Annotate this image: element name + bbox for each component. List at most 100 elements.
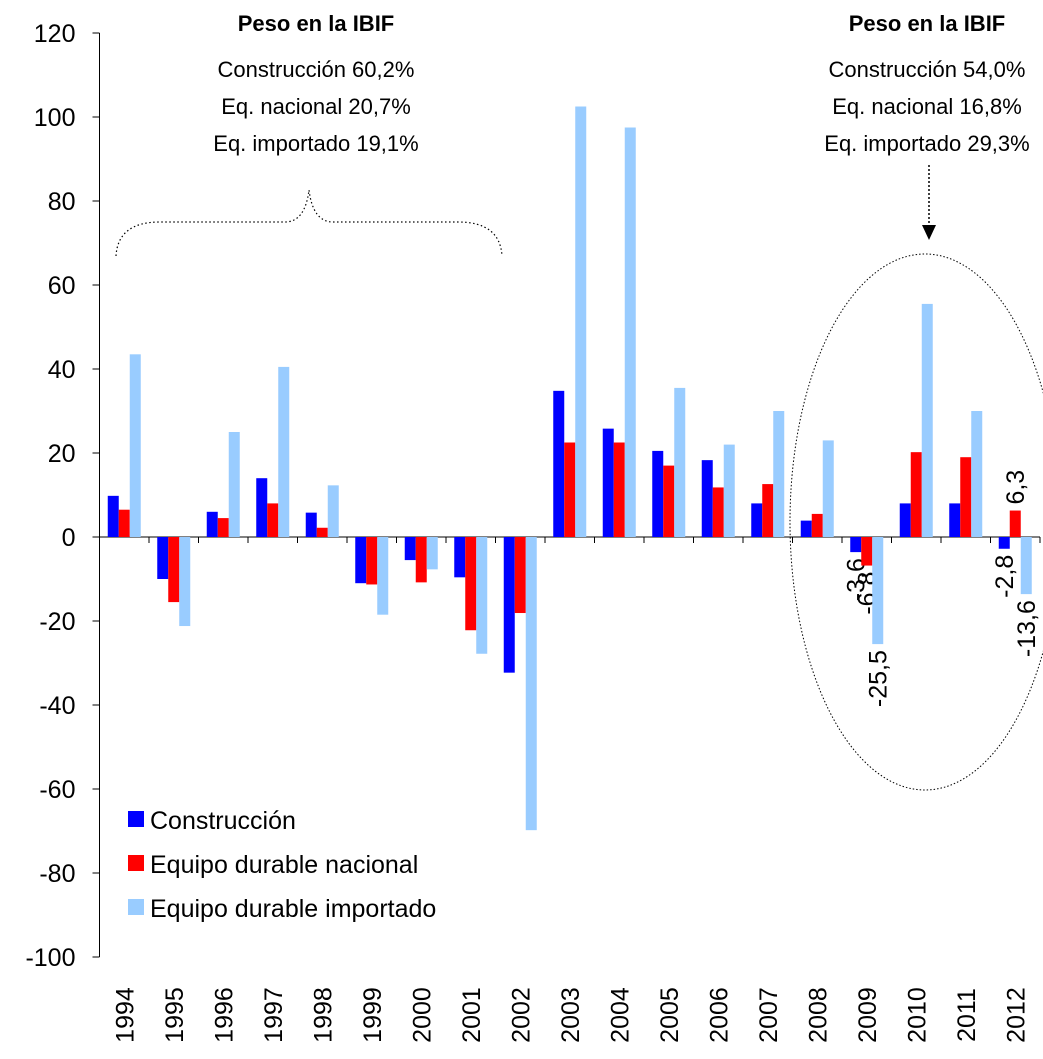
y-tick-label: 20 <box>48 440 76 468</box>
bar <box>822 440 834 537</box>
y-tick-label: 100 <box>34 104 76 132</box>
bar <box>118 509 130 537</box>
bar <box>514 537 526 614</box>
annotation-line: Eq. importado 19,1% <box>213 131 418 156</box>
bar <box>1020 537 1032 595</box>
bar <box>773 411 785 537</box>
bar <box>861 537 873 566</box>
legend-label: Construcción <box>150 807 296 835</box>
x-tick-label: 2011 <box>953 988 981 1042</box>
bar <box>575 106 587 537</box>
bar <box>179 537 191 627</box>
bar <box>921 303 933 537</box>
bar <box>129 354 141 537</box>
bar <box>910 452 922 537</box>
legend-label: Equipo durable importado <box>150 895 436 923</box>
data-label: -2,8 <box>991 555 1019 598</box>
bar <box>168 537 180 603</box>
bar <box>674 387 686 537</box>
x-tick-label: 1996 <box>210 987 238 1043</box>
annotation-line: Construcción 60,2% <box>218 57 415 82</box>
bar <box>613 442 625 537</box>
bar <box>426 537 438 570</box>
annotation-line: Construcción 54,0% <box>829 57 1026 82</box>
bar <box>850 537 862 553</box>
x-tick-label: 2007 <box>755 987 783 1043</box>
bar <box>762 484 774 537</box>
bar <box>503 537 515 673</box>
bar <box>206 511 218 537</box>
bar <box>712 487 724 537</box>
annotation-title: Peso en la IBIF <box>849 11 1006 36</box>
y-tick-label: -20 <box>39 608 75 636</box>
bar <box>971 411 983 537</box>
bar <box>415 537 427 583</box>
y-tick-label: -80 <box>39 860 75 888</box>
bar <box>960 457 972 537</box>
y-tick-label: 120 <box>34 20 76 48</box>
bar <box>157 537 169 579</box>
bar <box>602 428 614 537</box>
bar <box>751 503 763 537</box>
bar <box>525 537 537 831</box>
annotation-title: Peso en la IBIF <box>238 11 395 36</box>
x-tick-label: 1999 <box>359 987 387 1043</box>
annotation-line: Eq. nacional 16,8% <box>832 94 1022 119</box>
x-tick-label: 2000 <box>408 987 436 1043</box>
bar <box>998 537 1010 549</box>
x-tick-label: 1995 <box>161 987 189 1043</box>
bar <box>278 366 290 537</box>
legend-swatch <box>128 855 144 871</box>
annotation-line: Eq. importado 29,3% <box>824 131 1029 156</box>
data-label: 6,3 <box>1002 470 1030 505</box>
legend-label: Equipo durable nacional <box>150 851 418 879</box>
legend-swatch <box>128 899 144 915</box>
x-tick-label: 2009 <box>854 987 882 1043</box>
bar <box>663 465 675 537</box>
x-tick-label: 1994 <box>111 987 139 1043</box>
bar <box>811 513 823 537</box>
bar <box>454 537 466 578</box>
bar <box>652 450 664 537</box>
bar <box>949 503 961 537</box>
bar <box>305 512 317 537</box>
bar <box>872 537 884 645</box>
bar <box>553 390 565 537</box>
y-tick-label: 80 <box>48 188 76 216</box>
y-tick-label: 60 <box>48 272 76 300</box>
bar <box>316 527 328 537</box>
bar <box>701 460 713 537</box>
bar <box>107 495 119 537</box>
bar <box>624 127 636 537</box>
brace <box>115 189 503 257</box>
x-tick-label: 2010 <box>903 987 931 1043</box>
bar <box>476 537 488 654</box>
x-tick-label: 2002 <box>507 987 535 1043</box>
y-tick-label: -40 <box>39 692 75 720</box>
x-tick-label: 2004 <box>606 987 634 1043</box>
x-tick-label: 2008 <box>804 987 832 1043</box>
bar <box>267 503 279 537</box>
x-tick-label: 2006 <box>705 987 733 1043</box>
bar <box>366 537 378 585</box>
bar <box>564 442 576 537</box>
bar <box>327 485 339 537</box>
bar <box>228 432 240 537</box>
bar <box>217 518 229 537</box>
y-tick-label: -100 <box>25 944 75 972</box>
bar <box>377 537 389 615</box>
x-tick-label: 2003 <box>557 987 585 1043</box>
x-tick-label: 2001 <box>458 987 486 1043</box>
y-tick-label: 40 <box>48 356 76 384</box>
bar <box>723 444 735 537</box>
bar <box>1009 510 1021 537</box>
arrow-head <box>922 225 936 240</box>
x-tick-label: 1997 <box>260 987 288 1043</box>
bar <box>465 537 477 631</box>
bar <box>899 503 911 537</box>
x-tick-label: 2005 <box>656 987 684 1043</box>
x-tick-label: 2012 <box>1002 987 1030 1043</box>
legend-swatch <box>128 811 144 827</box>
annotation-line: Eq. nacional 20,7% <box>221 94 411 119</box>
